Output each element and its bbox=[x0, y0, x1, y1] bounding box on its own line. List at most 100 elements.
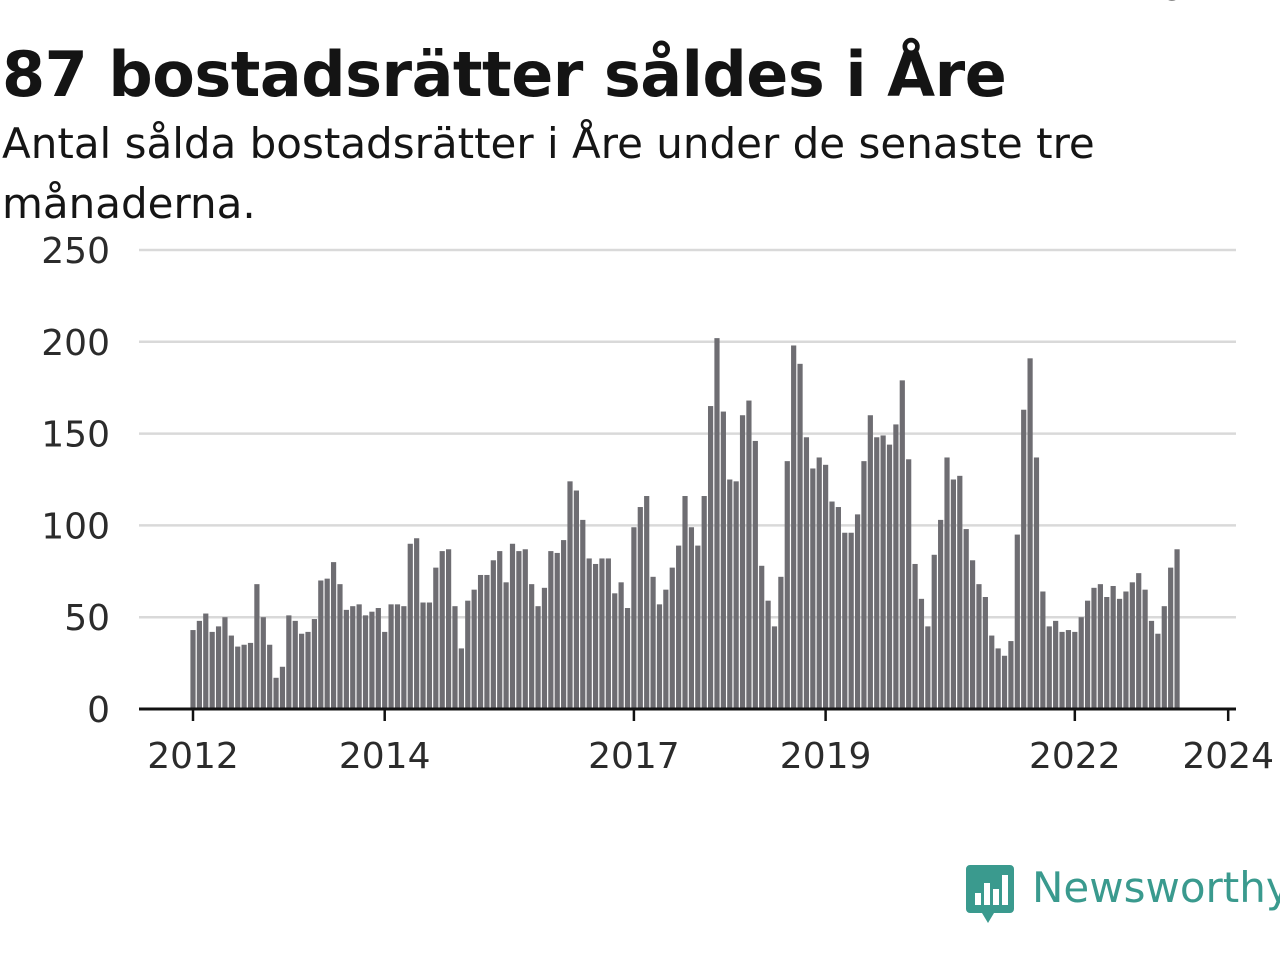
bar bbox=[522, 549, 528, 709]
bar bbox=[707, 406, 714, 709]
y-axis-ticks: 0 50 100 150 200 250 bbox=[41, 231, 110, 731]
y-tick-label: 150 bbox=[41, 415, 110, 456]
bar bbox=[426, 602, 433, 709]
bar bbox=[477, 574, 484, 709]
bar bbox=[1123, 591, 1129, 709]
bar bbox=[739, 415, 746, 709]
bar bbox=[605, 558, 611, 709]
y-tick-label: 50 bbox=[64, 598, 110, 639]
bar bbox=[414, 538, 420, 709]
bar bbox=[982, 597, 988, 709]
bar bbox=[1129, 582, 1135, 709]
bar bbox=[701, 496, 707, 709]
bar bbox=[759, 565, 765, 709]
x-tick-label: 2019 bbox=[780, 736, 872, 777]
newsworthy-bar-chart-icon bbox=[966, 865, 1014, 923]
bar bbox=[637, 507, 643, 709]
bar bbox=[592, 563, 599, 709]
bar bbox=[215, 626, 222, 709]
bar bbox=[803, 437, 810, 709]
y-tick-label: 0 bbox=[87, 690, 110, 731]
bar bbox=[350, 606, 356, 709]
bar bbox=[874, 437, 880, 709]
bar bbox=[778, 576, 784, 709]
bar bbox=[644, 496, 650, 709]
bar bbox=[573, 490, 579, 709]
bar bbox=[989, 635, 995, 709]
bar bbox=[260, 617, 266, 709]
bar bbox=[963, 529, 969, 709]
bar bbox=[880, 435, 886, 709]
bar bbox=[375, 608, 381, 709]
bar bbox=[1072, 631, 1078, 709]
bar bbox=[797, 363, 803, 709]
bar bbox=[1148, 620, 1155, 709]
bar bbox=[1053, 620, 1059, 709]
bar bbox=[1008, 641, 1014, 709]
bar bbox=[893, 424, 899, 709]
bar bbox=[848, 532, 854, 709]
bar bbox=[1014, 534, 1020, 709]
y-tick-label: 200 bbox=[41, 323, 110, 364]
bar bbox=[362, 615, 369, 709]
bar bbox=[861, 461, 867, 709]
bar bbox=[318, 580, 324, 709]
bar bbox=[669, 567, 675, 709]
bar bbox=[1168, 567, 1174, 709]
bar bbox=[944, 457, 950, 709]
bar bbox=[465, 600, 471, 709]
bar bbox=[727, 479, 733, 709]
bar bbox=[247, 642, 254, 709]
y-tick-label: 100 bbox=[41, 506, 110, 547]
bar bbox=[554, 552, 560, 709]
bar bbox=[241, 644, 247, 709]
bar bbox=[529, 584, 535, 709]
bars bbox=[190, 338, 1180, 709]
bar bbox=[688, 527, 695, 709]
bar bbox=[995, 648, 1001, 709]
bar bbox=[407, 543, 413, 709]
bar bbox=[509, 543, 516, 709]
bar bbox=[394, 604, 401, 709]
bar bbox=[586, 558, 592, 709]
bar bbox=[612, 593, 618, 709]
bar bbox=[458, 648, 464, 709]
bar bbox=[1027, 358, 1033, 709]
bar bbox=[886, 444, 893, 709]
bar bbox=[1065, 630, 1072, 709]
bar bbox=[1040, 591, 1046, 709]
bar bbox=[618, 582, 624, 709]
bar bbox=[912, 563, 918, 709]
bar bbox=[1174, 549, 1180, 709]
chart-title: 87 bostadsrätter såldes i Åre bbox=[2, 38, 1007, 111]
bar bbox=[976, 584, 982, 709]
bar bbox=[854, 514, 861, 709]
bar bbox=[969, 560, 976, 709]
bar bbox=[209, 631, 215, 709]
y-tick-label: 250 bbox=[41, 231, 110, 272]
bar bbox=[439, 551, 445, 709]
bar bbox=[823, 464, 829, 709]
bar bbox=[906, 459, 912, 709]
bar bbox=[816, 457, 822, 709]
bar bbox=[228, 635, 234, 709]
x-tick-label: 2014 bbox=[339, 736, 431, 777]
bar bbox=[656, 604, 663, 709]
chart-subtitle: Antal sålda bostadsrätter i Åre under de… bbox=[2, 119, 1095, 228]
bar bbox=[503, 582, 509, 709]
bar bbox=[650, 576, 656, 709]
bar bbox=[765, 600, 771, 709]
bar bbox=[938, 519, 944, 709]
bar bbox=[950, 479, 957, 709]
x-tick-label: 2024 bbox=[1182, 736, 1274, 777]
bar bbox=[829, 501, 835, 709]
bar bbox=[516, 551, 522, 709]
bar bbox=[631, 527, 637, 709]
bar bbox=[497, 551, 503, 709]
bar bbox=[388, 604, 394, 709]
bar bbox=[682, 496, 688, 709]
bar bbox=[401, 606, 407, 709]
annotations: 87 bbox=[1161, 0, 1207, 9]
bar bbox=[957, 475, 963, 709]
bar bbox=[771, 626, 778, 709]
